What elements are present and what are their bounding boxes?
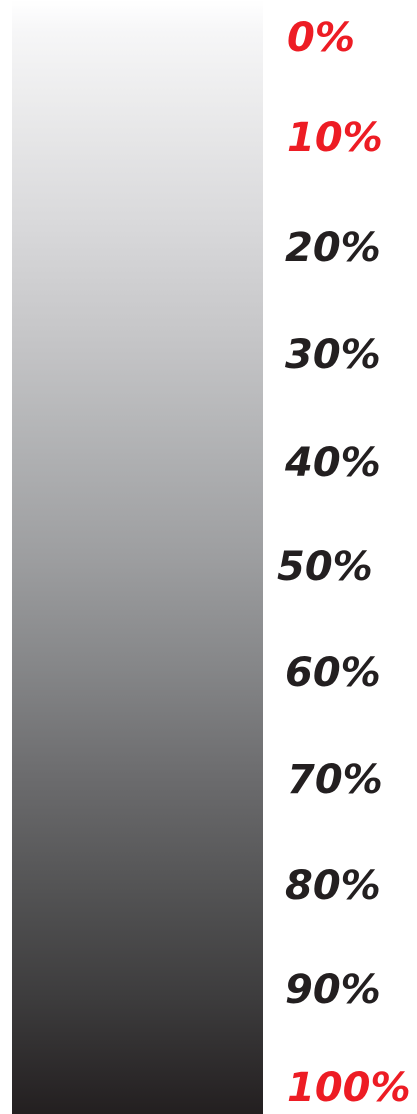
label-0-percent: 0% [287,15,355,61]
grayscale-gradient-bar [12,0,263,1114]
label-100-percent: 100% [287,1065,411,1111]
label-50-percent: 50% [277,544,373,590]
label-20-percent: 20% [285,225,381,271]
label-40-percent: 40% [285,440,381,486]
label-10-percent: 10% [287,115,383,161]
label-30-percent: 30% [285,332,381,378]
label-80-percent: 80% [285,863,381,909]
label-90-percent: 90% [285,967,381,1013]
label-60-percent: 60% [285,650,381,696]
label-70-percent: 70% [287,757,383,803]
